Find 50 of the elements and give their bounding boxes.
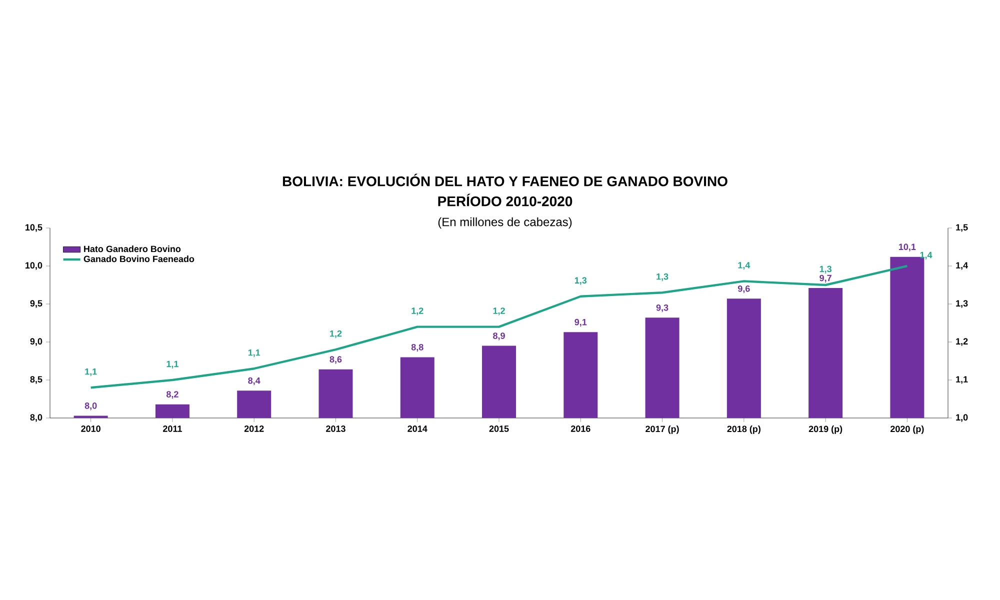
- legend-label: Ganado Bovino Faeneado: [84, 256, 194, 262]
- y-tick-label: 8,5: [30, 376, 42, 384]
- x-tick-label: 2019 (p): [808, 426, 842, 434]
- x-tick-label: 2012: [244, 426, 264, 432]
- data-label: 8,0: [84, 402, 97, 410]
- data-label: 1,2: [330, 330, 342, 338]
- data-label: 1,3: [820, 266, 832, 274]
- data-label: 1,4: [738, 262, 750, 270]
- data-label: 9,3: [656, 304, 668, 312]
- x-tick-label: 2015: [489, 426, 509, 432]
- data-label: 8,4: [248, 377, 260, 386]
- chart-subtitle: PERÍODO 2010-2020: [438, 194, 572, 206]
- annotation: (En millones de cabezas): [438, 217, 572, 229]
- x-tick-label: 2014: [408, 426, 428, 432]
- y2-tick-label: 1,4: [956, 262, 968, 270]
- x-tick-label: 2016: [570, 426, 590, 432]
- y-tick-label: 9,5: [30, 300, 42, 308]
- y-tick-label: 10,5: [26, 224, 42, 232]
- data-label: 9,7: [820, 274, 832, 283]
- data-label: 8,8: [411, 344, 424, 352]
- x-tick-label: 2020 (p): [890, 426, 924, 434]
- data-label: 9,1: [574, 318, 587, 327]
- data-label: 8,6: [330, 356, 342, 364]
- x-tick-label: 2018 (p): [727, 426, 760, 434]
- data-label: 9,6: [738, 285, 750, 294]
- y2-tick-label: 1,0: [956, 414, 968, 422]
- data-label: 1,4: [920, 252, 932, 260]
- data-label: 1,3: [656, 273, 668, 282]
- data-label: 1,1: [248, 349, 260, 358]
- data-label: 1,1: [85, 368, 97, 376]
- data-label: 8,9: [493, 332, 505, 340]
- data-label: 10,1: [899, 244, 916, 252]
- y-tick-label: 8,0: [30, 414, 42, 422]
- x-tick-label: 2013: [326, 426, 346, 432]
- legend-label: Hato Ganadero Bovino: [84, 246, 181, 252]
- chart-title: BOLIVIA: EVOLUCIÓN DEL HATO Y FAENEO DE GANADO BOVINO: [282, 174, 728, 186]
- data-label: 1,1: [166, 360, 178, 368]
- y2-tick-label: 1,2: [956, 338, 968, 346]
- x-tick-label: 2010: [81, 426, 100, 432]
- x-tick-label: 2011: [163, 426, 182, 432]
- y2-tick-label: 1,5: [956, 224, 968, 232]
- x-tick-label: 2017 (p): [646, 426, 679, 434]
- y2-tick-label: 1,3: [956, 300, 968, 308]
- y-tick-label: 10,0: [26, 262, 42, 270]
- y-tick-label: 9,0: [30, 338, 42, 346]
- data-label: 8,2: [166, 391, 178, 399]
- data-label: 1,2: [412, 308, 424, 316]
- data-label: 1,2: [493, 308, 505, 316]
- y2-tick-label: 1,1: [956, 376, 968, 384]
- data-label: 1,3: [574, 277, 587, 285]
